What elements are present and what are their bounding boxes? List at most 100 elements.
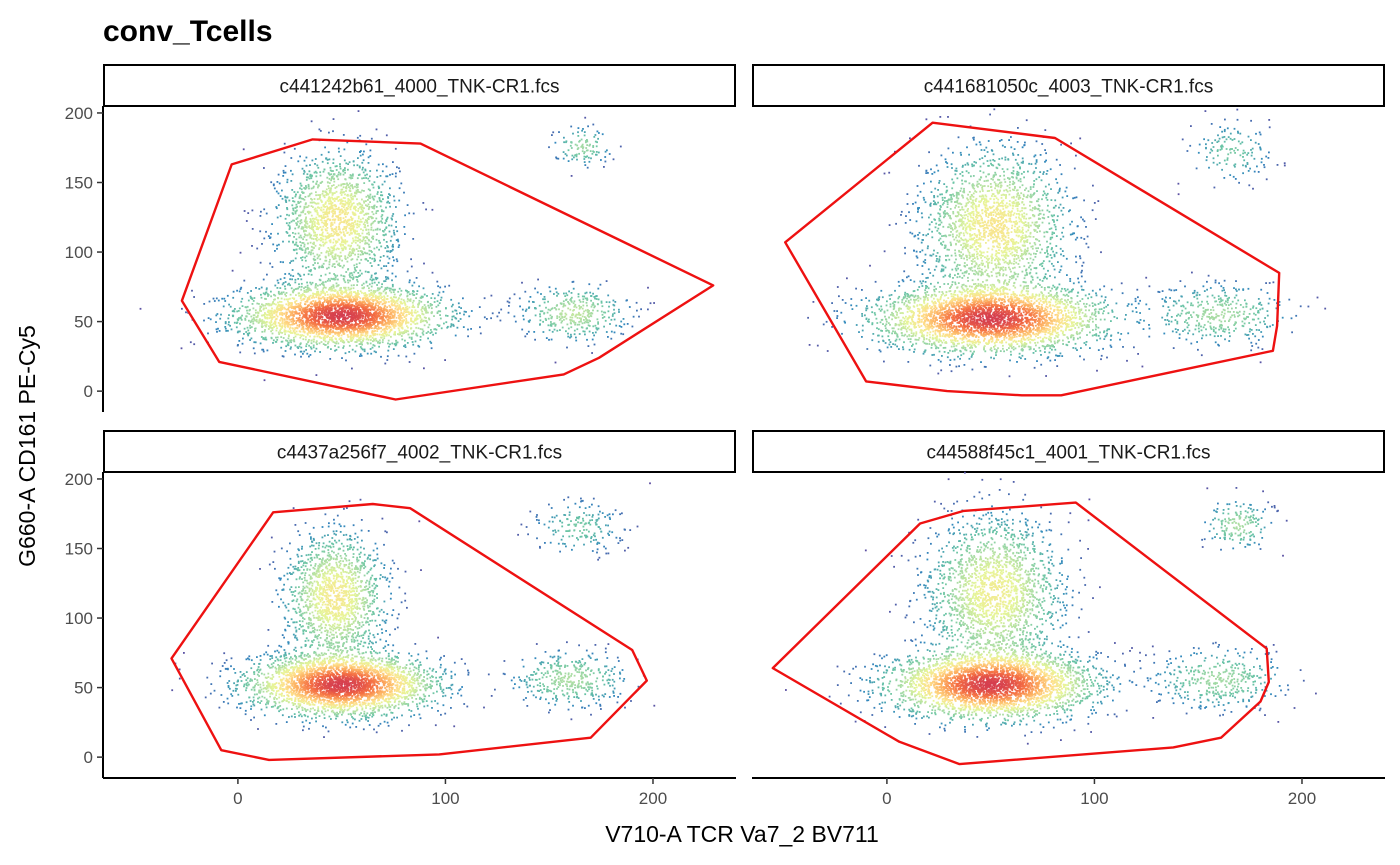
data-point — [452, 315, 455, 318]
data-point — [315, 374, 318, 376]
data-point — [354, 325, 357, 328]
data-point — [451, 318, 453, 321]
data-point — [350, 225, 352, 228]
data-point — [337, 206, 340, 209]
data-point — [369, 322, 372, 325]
data-point — [244, 317, 247, 320]
data-point — [319, 279, 322, 282]
data-point — [347, 194, 349, 197]
data-point — [419, 316, 422, 319]
data-point — [294, 207, 297, 209]
data-point — [239, 351, 242, 354]
data-point — [388, 321, 391, 323]
data-point — [369, 170, 372, 172]
data-point — [400, 298, 403, 301]
data-point — [350, 216, 352, 218]
data-point — [370, 217, 373, 220]
data-point — [292, 329, 295, 332]
data-point — [327, 345, 330, 348]
data-point — [299, 241, 302, 243]
data-point — [238, 307, 241, 310]
data-point — [383, 265, 385, 267]
data-point — [421, 328, 424, 331]
data-point — [303, 294, 306, 296]
data-point — [366, 352, 369, 355]
data-point — [369, 342, 372, 345]
data-point — [329, 235, 331, 238]
data-point — [384, 292, 387, 295]
data-point — [353, 214, 356, 216]
data-point — [342, 340, 345, 342]
data-point — [307, 319, 309, 322]
data-point — [404, 304, 407, 306]
data-point — [354, 328, 356, 331]
data-point — [310, 327, 313, 330]
data-point — [327, 218, 330, 220]
data-point — [605, 280, 608, 282]
data-point — [397, 238, 399, 241]
data-point — [343, 183, 346, 185]
data-point — [368, 249, 371, 252]
data-point — [318, 128, 321, 131]
data-point — [354, 241, 357, 244]
data-point — [360, 347, 363, 350]
data-point — [390, 328, 393, 331]
data-point — [403, 301, 406, 304]
data-point — [403, 345, 405, 347]
data-point — [514, 320, 517, 323]
data-point — [292, 291, 295, 294]
data-point — [288, 225, 291, 228]
data-point — [532, 301, 535, 303]
data-point — [371, 236, 373, 239]
data-point — [307, 248, 309, 250]
data-point — [314, 284, 317, 287]
data-point — [356, 239, 359, 242]
data-point — [618, 325, 621, 327]
data-point — [382, 334, 385, 337]
data-point — [418, 314, 420, 316]
data-point — [220, 313, 222, 316]
data-point — [369, 305, 371, 307]
data-point — [327, 330, 330, 333]
data-point — [244, 319, 247, 321]
data-point — [296, 346, 299, 348]
data-point — [395, 343, 398, 346]
data-point — [354, 296, 357, 299]
data-point — [559, 317, 562, 320]
data-point — [250, 315, 253, 318]
data-point — [346, 201, 349, 204]
data-point — [276, 339, 279, 341]
data-point — [563, 318, 565, 321]
data-point — [421, 320, 424, 323]
data-point — [367, 322, 370, 325]
data-point — [350, 326, 353, 329]
data-point — [295, 320, 298, 322]
data-point — [347, 205, 350, 208]
data-point — [320, 266, 323, 269]
data-point — [298, 294, 300, 297]
data-point — [276, 216, 279, 219]
data-point — [582, 128, 584, 130]
data-point — [342, 247, 344, 250]
data-point — [327, 325, 330, 328]
data-point — [350, 254, 352, 257]
data-point — [340, 334, 343, 337]
data-point — [351, 184, 353, 186]
data-point — [315, 323, 318, 326]
data-point — [313, 243, 315, 245]
data-point — [219, 317, 222, 320]
data-point — [269, 313, 271, 315]
data-point — [339, 222, 342, 224]
data-point — [408, 313, 410, 315]
data-point — [329, 240, 332, 243]
data-point — [300, 322, 303, 324]
data-point — [433, 328, 436, 331]
data-point — [338, 198, 341, 201]
data-point — [297, 292, 300, 295]
data-point — [387, 349, 390, 352]
data-point — [333, 218, 335, 221]
data-point — [272, 316, 275, 318]
data-point — [337, 326, 339, 329]
data-point — [569, 318, 571, 321]
data-point — [391, 173, 394, 175]
